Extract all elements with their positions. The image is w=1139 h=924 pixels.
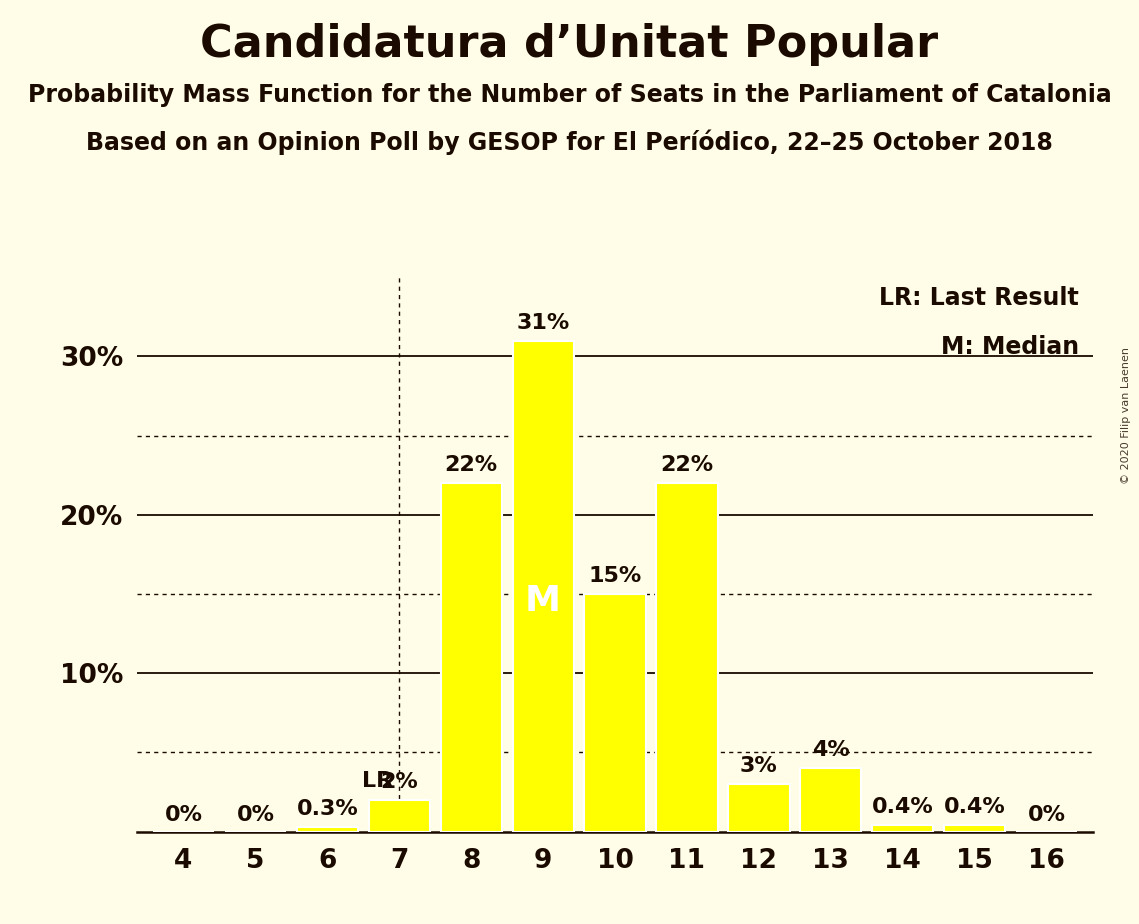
- Text: LR: Last Result: LR: Last Result: [879, 286, 1079, 310]
- Bar: [872, 825, 933, 832]
- Text: 2%: 2%: [380, 772, 418, 792]
- Bar: [369, 800, 429, 832]
- Bar: [297, 827, 358, 832]
- Text: 15%: 15%: [589, 566, 641, 586]
- Text: M: M: [525, 584, 562, 618]
- Text: M: Median: M: Median: [941, 335, 1079, 359]
- Bar: [801, 768, 861, 832]
- Text: 0%: 0%: [1027, 805, 1066, 825]
- Text: © 2020 Filip van Laenen: © 2020 Filip van Laenen: [1121, 347, 1131, 484]
- Text: 0.3%: 0.3%: [296, 799, 358, 819]
- Text: Based on an Opinion Poll by GESOP for El Períódico, 22–25 October 2018: Based on an Opinion Poll by GESOP for El…: [87, 129, 1052, 155]
- Text: LR: LR: [362, 772, 393, 792]
- Bar: [584, 594, 646, 832]
- Text: 0.4%: 0.4%: [872, 797, 934, 818]
- Bar: [513, 341, 574, 832]
- Text: 31%: 31%: [516, 312, 570, 333]
- Text: Probability Mass Function for the Number of Seats in the Parliament of Catalonia: Probability Mass Function for the Number…: [27, 83, 1112, 107]
- Bar: [728, 784, 789, 832]
- Text: 0%: 0%: [164, 805, 203, 825]
- Bar: [441, 483, 502, 832]
- Text: 4%: 4%: [812, 740, 850, 760]
- Bar: [656, 483, 718, 832]
- Text: Candidatura d’Unitat Popular: Candidatura d’Unitat Popular: [200, 23, 939, 67]
- Text: 22%: 22%: [661, 456, 713, 475]
- Text: 0%: 0%: [237, 805, 274, 825]
- Text: 3%: 3%: [740, 756, 778, 776]
- Bar: [944, 825, 1006, 832]
- Text: 0.4%: 0.4%: [944, 797, 1006, 818]
- Text: 22%: 22%: [444, 456, 498, 475]
